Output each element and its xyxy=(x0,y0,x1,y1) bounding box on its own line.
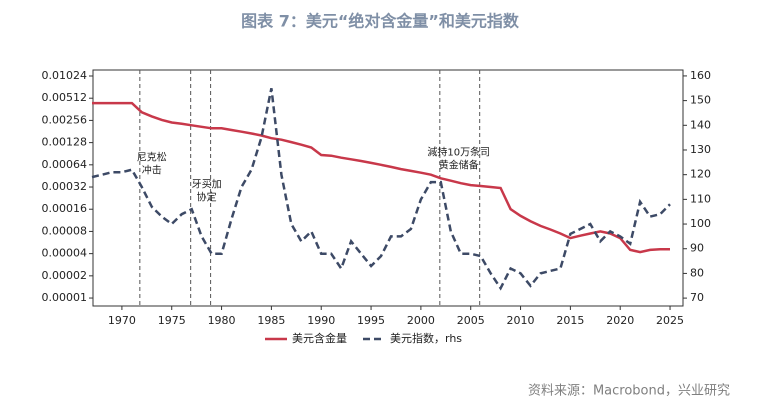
plot-frame xyxy=(92,69,684,307)
x-tick-label: 2020 xyxy=(606,314,634,327)
y-tick-label: 0.00512 xyxy=(42,91,88,104)
y-tick-label: 0.00001 xyxy=(42,291,88,304)
x-tick-label: 2010 xyxy=(507,314,535,327)
x-tick-label: 2005 xyxy=(457,314,485,327)
y-tick-label: 0.00064 xyxy=(42,158,88,171)
y2-tick-label: 100 xyxy=(690,217,711,230)
x-tick-label: 1990 xyxy=(307,314,335,327)
series-line xyxy=(91,88,671,291)
x-tick-label: 1980 xyxy=(208,314,236,327)
y2-tick-label: 140 xyxy=(690,118,711,131)
annotation: 黄金储备 xyxy=(439,158,479,171)
y-tick-label: 0.00128 xyxy=(42,136,88,149)
y-tick-label: 0.00016 xyxy=(42,202,88,215)
x-tick-label: 1970 xyxy=(108,314,136,327)
x-tick-label: 1985 xyxy=(257,314,285,327)
x-tick-label: 1995 xyxy=(357,314,385,327)
x-tick-label: 2000 xyxy=(407,314,435,327)
x-tick-label: 2025 xyxy=(656,314,684,327)
y-tick-label: 0.00002 xyxy=(42,269,88,282)
annotation: 牙买加 xyxy=(192,179,222,191)
annotation: 減持10万条司 xyxy=(427,145,490,158)
y-tick-label: 0.00004 xyxy=(42,247,88,260)
legend-label: 美元含金量 xyxy=(292,331,347,345)
y2-tick-label: 130 xyxy=(690,143,711,156)
y2-tick-label: 80 xyxy=(690,266,704,279)
x-tick-label: 2015 xyxy=(556,314,584,327)
source: 资料来源：Macrobond，兴业研究 xyxy=(528,384,730,399)
annotation: 冲击 xyxy=(142,163,162,176)
series-line xyxy=(92,101,670,254)
y2-tick-label: 70 xyxy=(690,291,704,304)
y2-tick-label: 120 xyxy=(690,168,711,181)
y-tick-label: 0.01024 xyxy=(42,69,88,82)
chart-title: 图表 7：美元“绝对含金量”和美元指数 xyxy=(241,12,520,31)
y-tick-label: 0.00256 xyxy=(42,113,88,126)
y2-tick-label: 150 xyxy=(690,94,711,107)
y-tick-label: 0.00032 xyxy=(42,180,88,193)
annotation: 协定 xyxy=(197,191,217,204)
annotation: 尼克松 xyxy=(137,150,167,163)
y2-tick-label: 90 xyxy=(690,242,704,255)
x-tick-label: 1975 xyxy=(158,314,186,327)
y-tick-label: 0.00008 xyxy=(42,224,88,237)
y2-tick-label: 160 xyxy=(690,69,711,82)
legend-label: 美元指数，rhs xyxy=(390,331,462,345)
y2-tick-label: 110 xyxy=(690,192,711,205)
